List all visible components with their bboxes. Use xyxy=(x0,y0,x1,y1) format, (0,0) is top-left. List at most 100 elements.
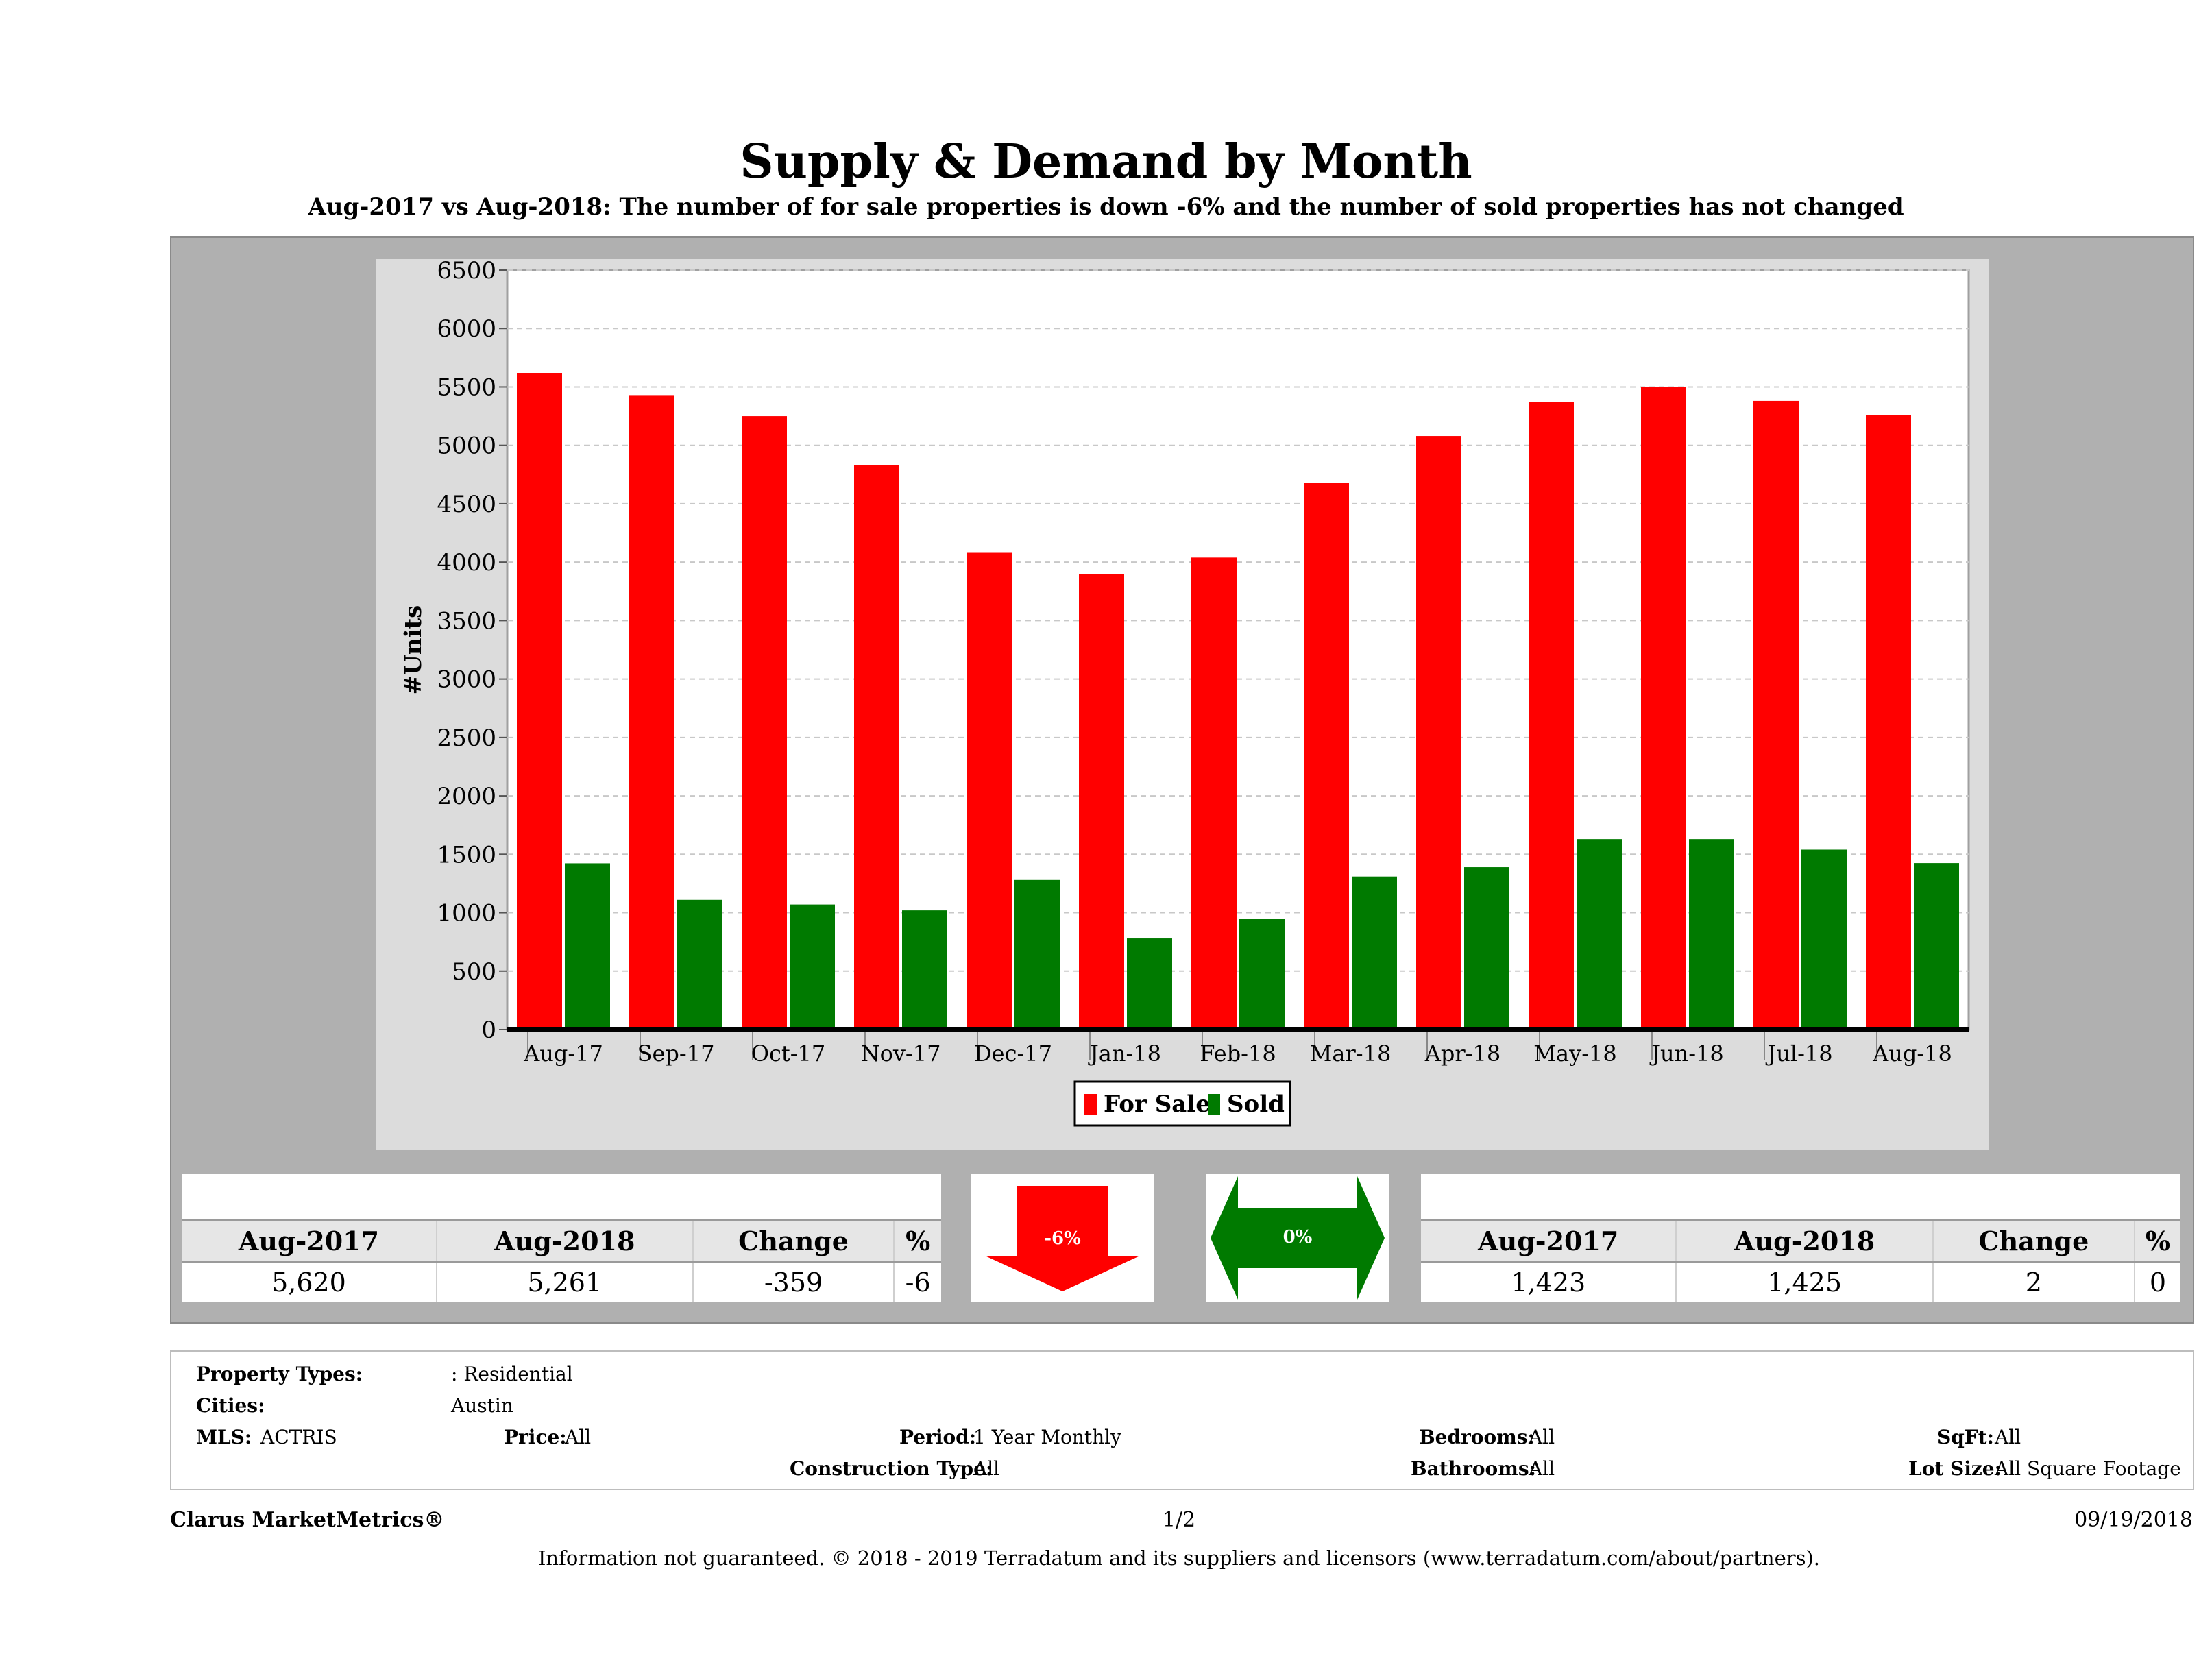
plot-area xyxy=(506,269,1970,1031)
chart-title: Supply & Demand by Month xyxy=(740,134,1472,189)
sqft-value: All xyxy=(1995,1426,2021,1448)
for-sale-bar xyxy=(1529,402,1574,1030)
cities-label: Cities: xyxy=(196,1394,265,1417)
for-sale-bar xyxy=(1191,557,1237,1030)
property-types-label: Property Types: xyxy=(196,1363,363,1385)
x-tick-label: Oct-17 xyxy=(751,1041,826,1067)
mls-value: ACTRIS xyxy=(260,1426,337,1448)
for-sale-change-indicator: -6% xyxy=(971,1174,1154,1302)
y-tick-label: 1500 xyxy=(437,841,496,868)
y-tick-label: 2000 xyxy=(437,783,496,810)
disclaimer: Information not guaranteed. © 2018 - 201… xyxy=(537,1546,1821,1570)
sold-bar xyxy=(1352,876,1397,1030)
sold-bar xyxy=(1014,879,1060,1030)
lot-size-label: Lot Size: xyxy=(1908,1457,2002,1480)
sold-bar xyxy=(1239,919,1285,1030)
y-tick-label: 3500 xyxy=(437,607,496,635)
legend-swatch-for-sale xyxy=(1084,1094,1097,1115)
table-spacer xyxy=(182,1174,941,1220)
price-label: Price: xyxy=(504,1426,567,1448)
y-tick-label: 6000 xyxy=(437,315,496,343)
sold-bar xyxy=(1464,867,1509,1030)
bar-chart: 6500600055005000450040003500300025002000… xyxy=(400,259,1989,1127)
y-tick-label: 500 xyxy=(452,958,496,986)
table-header: Change xyxy=(1932,1219,2135,1263)
report-date: 09/19/2018 xyxy=(2074,1508,2193,1532)
for-sale-summary-table: Aug-2017 Aug-2018 Change % 5,620 5,261 -… xyxy=(182,1174,941,1302)
chart-subtitle: Aug-2017 vs Aug-2018: The number of for … xyxy=(308,193,1904,221)
for-sale-bar xyxy=(1416,436,1461,1030)
y-tick-label: 3000 xyxy=(437,666,496,694)
period-value: 1 Year Monthly xyxy=(973,1426,1121,1448)
table-spacer xyxy=(1421,1174,2180,1220)
for-sale-bar xyxy=(1753,400,1799,1030)
search-criteria-box xyxy=(170,1350,2194,1490)
for-sale-bar xyxy=(1641,387,1686,1030)
bathrooms-label: Bathrooms: xyxy=(1411,1457,1536,1480)
sold-bar xyxy=(565,863,610,1030)
mls-label: MLS: xyxy=(196,1426,252,1448)
y-tick-label: 0 xyxy=(481,1017,496,1044)
for-sale-change-label: -6% xyxy=(1044,1228,1081,1249)
property-types-value: : Residential xyxy=(451,1363,573,1385)
sold-bar xyxy=(1801,849,1847,1030)
x-tick-label: Jan-18 xyxy=(1088,1041,1161,1067)
construction-type-label: Construction Type: xyxy=(790,1457,993,1480)
for-sale-bar xyxy=(967,552,1012,1030)
for-sale-bar xyxy=(629,395,674,1030)
table-header: Aug-2018 xyxy=(1675,1219,1933,1263)
table-cell: 0 xyxy=(2133,1261,2180,1302)
x-tick-label: Aug-17 xyxy=(523,1041,603,1067)
for-sale-bar xyxy=(1079,574,1124,1030)
table-cell: -6 xyxy=(893,1261,941,1302)
price-value: All xyxy=(565,1426,592,1448)
x-tick-label: Aug-18 xyxy=(1872,1041,1952,1067)
cities-value: Austin xyxy=(451,1394,513,1417)
y-tick-label: 5000 xyxy=(437,433,496,460)
bedrooms-label: Bedrooms: xyxy=(1419,1426,1535,1448)
legend-swatch-sold xyxy=(1208,1094,1220,1115)
table-header: % xyxy=(893,1219,941,1263)
x-tick-label: May-18 xyxy=(1533,1041,1616,1067)
sold-bar xyxy=(902,910,947,1030)
for-sale-bar xyxy=(1304,483,1349,1030)
brand-name: Clarus MarketMetrics® xyxy=(170,1508,445,1532)
sold-change-indicator: 0% xyxy=(1206,1174,1389,1302)
table-header: Aug-2017 xyxy=(182,1219,437,1263)
x-tick-label: Sep-17 xyxy=(637,1041,715,1067)
for-sale-bar xyxy=(517,373,562,1030)
legend-label-sold: Sold xyxy=(1227,1091,1285,1118)
construction-type-value: All xyxy=(973,1457,1000,1480)
lot-size-value: All Square Footage xyxy=(1995,1457,2181,1480)
legend-label-for-sale: For Sale xyxy=(1104,1091,1211,1118)
for-sale-bar xyxy=(1866,415,1911,1030)
page-number: 1/2 xyxy=(1162,1508,1196,1532)
y-tick-label: 4000 xyxy=(437,549,496,576)
table-cell: 1,423 xyxy=(1511,1267,1586,1298)
for-sale-bar xyxy=(742,416,787,1030)
table-header: Change xyxy=(692,1219,895,1263)
y-tick-label: 2500 xyxy=(437,725,496,752)
y-tick-label: 5500 xyxy=(437,374,496,401)
x-tick-label: Jun-18 xyxy=(1649,1041,1724,1067)
double-arrow-icon xyxy=(1211,1176,1385,1300)
sold-change-label: 0% xyxy=(1283,1227,1313,1248)
down-arrow-icon xyxy=(985,1186,1140,1291)
table-cell: 1,425 xyxy=(1675,1261,1933,1302)
table-cell: 5,261 xyxy=(435,1261,693,1302)
table-cell: -359 xyxy=(692,1261,895,1302)
sold-bar xyxy=(1577,839,1622,1030)
table-header: Aug-2017 xyxy=(1421,1219,1677,1263)
sold-bar xyxy=(790,904,835,1030)
y-tick-label: 1000 xyxy=(437,900,496,927)
y-axis-label: #Units xyxy=(400,605,427,695)
table-cell: 5,620 xyxy=(271,1267,346,1298)
sold-bar xyxy=(1127,938,1172,1030)
sold-bar xyxy=(1914,863,1959,1030)
x-tick-label: Dec-17 xyxy=(974,1041,1052,1067)
table-header: Aug-2018 xyxy=(435,1219,693,1263)
sqft-label: SqFt: xyxy=(1937,1426,1994,1448)
bedrooms-value: All xyxy=(1529,1426,1555,1448)
sold-bar xyxy=(677,899,722,1030)
for-sale-bar xyxy=(854,465,899,1030)
